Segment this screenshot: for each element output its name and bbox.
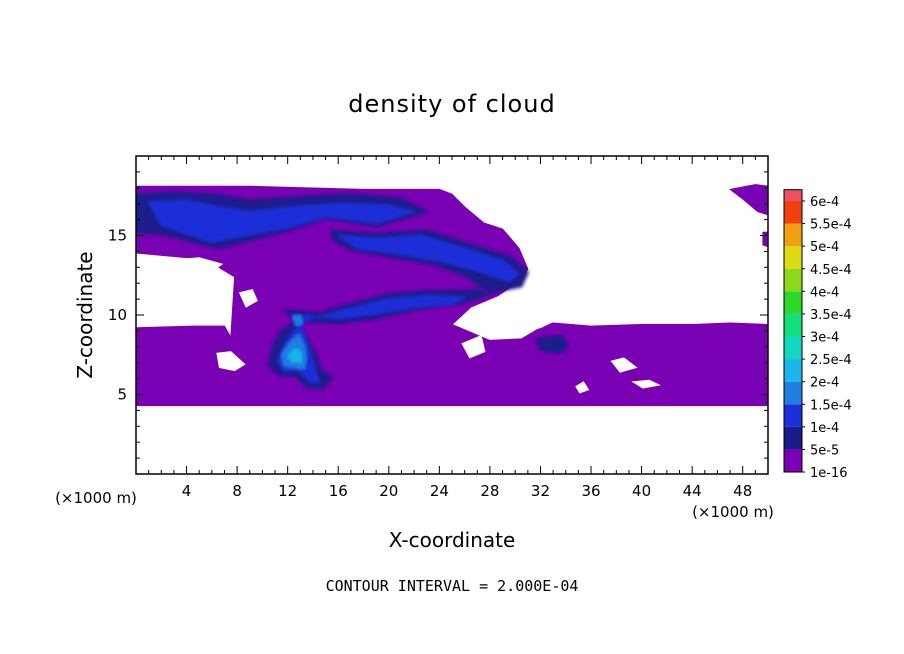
- colorbar-swatch: [784, 291, 802, 314]
- x-tick-label: 36: [581, 482, 600, 500]
- x-tick-label: 8: [232, 482, 242, 500]
- x-unit-label-right: (×1000 m): [692, 503, 774, 521]
- y-tick-label: 10: [108, 306, 127, 324]
- x-tick-label: 4: [182, 482, 192, 500]
- density-region-level-4: [286, 347, 303, 364]
- colorbar-label: 5e-4: [810, 240, 839, 255]
- colorbar-swatch: [784, 426, 802, 450]
- colorbar-label: 2.5e-4: [810, 353, 852, 368]
- cloud-free-gap: [461, 335, 486, 359]
- x-tick-label: 40: [632, 482, 651, 500]
- density-region-level-0: [762, 231, 768, 248]
- colorbar-label: 1e-16: [810, 466, 848, 481]
- x-unit-label-left: (×1000 m): [55, 489, 137, 507]
- density-region-level-2: [276, 294, 466, 383]
- cloud-density-regions: [136, 184, 768, 407]
- y-axis-ticks: 5 10 15: [108, 171, 768, 459]
- colorbar-swatch: [784, 381, 802, 405]
- x-tick-label: 12: [278, 482, 297, 500]
- colorbar-swatch: [784, 201, 802, 224]
- cloud-free-gap: [610, 357, 638, 373]
- x-tick-label: 28: [480, 482, 499, 500]
- contour-interval-note: CONTOUR INTERVAL = 2.000E-04: [326, 577, 579, 595]
- cloud-free-gap: [575, 381, 590, 394]
- colorbar-label: 1e-4: [810, 421, 839, 436]
- colorbar-swatch: [784, 449, 802, 472]
- density-region-level-2: [147, 199, 416, 243]
- cloud-free-gap: [141, 279, 229, 324]
- colorbar-label: 3.5e-4: [810, 308, 852, 323]
- x-tick-label: 48: [733, 482, 752, 500]
- density-region-level-3: [291, 314, 304, 328]
- colorbar-label: 4.5e-4: [810, 263, 852, 278]
- y-tick-label: 5: [117, 386, 127, 404]
- x-tick-label: 32: [531, 482, 550, 500]
- x-tick-label: 24: [430, 482, 449, 500]
- x-tick-label: 20: [379, 482, 398, 500]
- density-region-level-2: [337, 234, 520, 283]
- colorbar-swatch: [784, 268, 802, 292]
- colorbar-label: 6e-4: [810, 195, 839, 210]
- cloud-free-gap: [238, 289, 258, 308]
- x-axis-label: X-coordinate: [389, 528, 516, 552]
- colorbar-frame: [783, 189, 803, 473]
- colorbar-swatch: [784, 404, 802, 427]
- colorbar-swatch: [784, 359, 802, 382]
- colorbar-label: 4e-4: [810, 285, 839, 300]
- colorbar-label: 3e-4: [810, 331, 839, 346]
- density-region-level-1: [267, 288, 491, 390]
- colorbar-label: 5e-5: [810, 443, 839, 458]
- density-region-level-1: [535, 334, 570, 355]
- cloud-free-gap: [493, 308, 555, 334]
- density-region-level-0: [729, 184, 768, 216]
- colorbar-label: 2e-4: [810, 376, 839, 391]
- colorbar-swatch: [784, 336, 802, 360]
- cloud-free-gap: [136, 257, 224, 275]
- colorbar-swatch: [784, 223, 802, 247]
- x-axis-ticks: 4 8 12 16 20 24 28 32 36 40 44 48: [148, 156, 756, 500]
- colorbar-label: 1.5e-4: [810, 398, 852, 413]
- cloud-free-gap: [631, 379, 661, 389]
- colorbar-swatch: [784, 189, 802, 201]
- colorbar-label: 5.5e-4: [810, 218, 852, 233]
- colorbar-swatch: [784, 313, 802, 337]
- x-tick-label: 16: [329, 482, 348, 500]
- y-axis-label: Z-coordinate: [73, 251, 97, 378]
- y-tick-label: 15: [108, 227, 127, 245]
- colorbar: 1e-16 5e-5 1e-4 1.5e-4 2e-4 2.5e-4 3e-4 3.5e-4 4…: [783, 189, 852, 481]
- chart-title: density of cloud: [348, 90, 555, 118]
- x-tick-label: 44: [683, 482, 702, 500]
- colorbar-swatch: [784, 246, 802, 269]
- cloud-free-gap: [216, 351, 246, 372]
